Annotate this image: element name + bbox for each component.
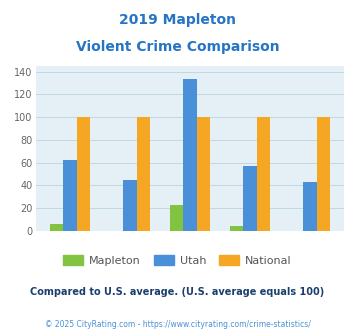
Bar [77, 117, 90, 231]
Text: © 2025 CityRating.com - https://www.cityrating.com/crime-statistics/: © 2025 CityRating.com - https://www.city… [45, 320, 310, 329]
Text: 2019 Mapleton: 2019 Mapleton [119, 13, 236, 27]
Bar [50, 224, 63, 231]
Bar [317, 117, 330, 231]
Legend: Mapleton, Utah, National: Mapleton, Utah, National [59, 251, 296, 271]
Text: Compared to U.S. average. (U.S. average equals 100): Compared to U.S. average. (U.S. average … [31, 287, 324, 297]
Bar [197, 117, 210, 231]
Bar [123, 180, 137, 231]
Bar [230, 226, 243, 231]
Bar [183, 79, 197, 231]
Text: Violent Crime Comparison: Violent Crime Comparison [76, 40, 279, 53]
Bar [303, 182, 317, 231]
Bar [170, 205, 183, 231]
Bar [243, 166, 257, 231]
Bar [257, 117, 270, 231]
Bar [63, 160, 77, 231]
Bar [137, 117, 150, 231]
